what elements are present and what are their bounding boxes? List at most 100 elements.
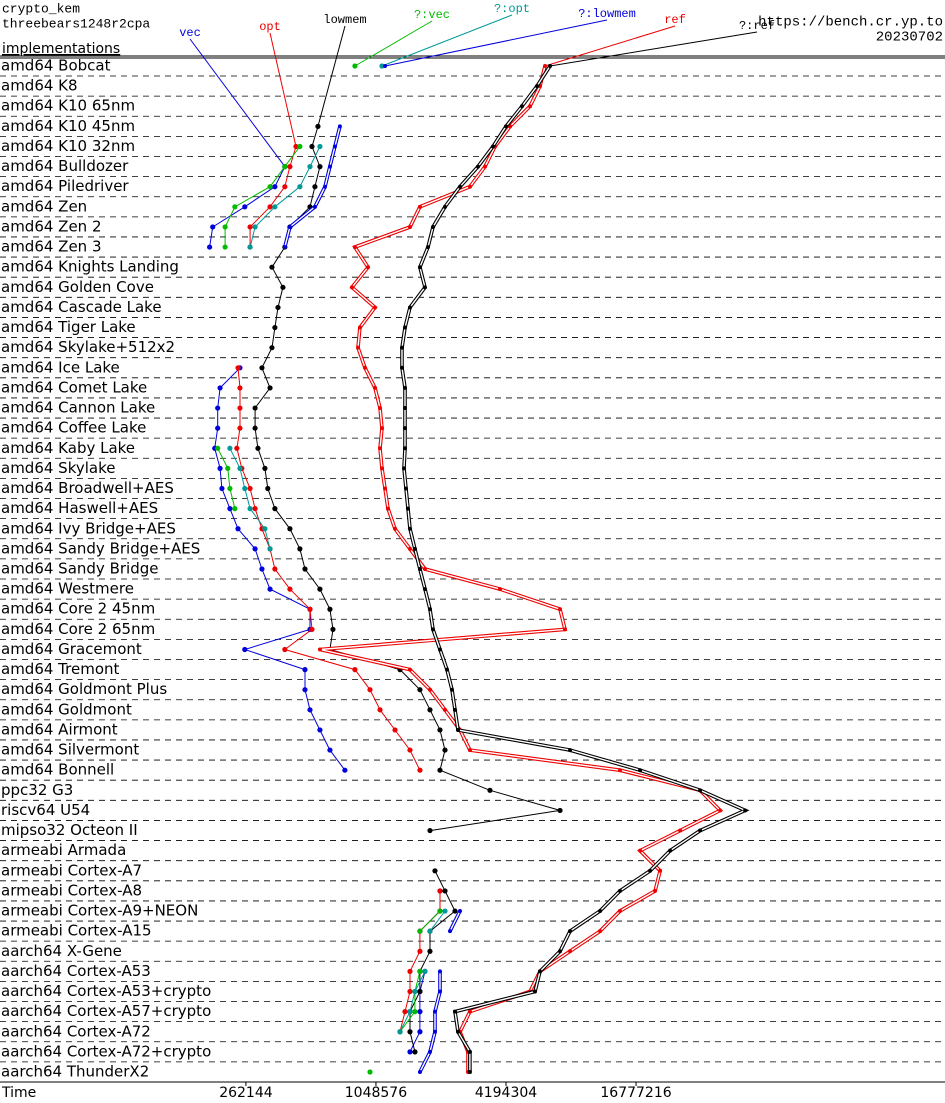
series-label: ?:vec — [414, 8, 450, 22]
data-point — [417, 948, 423, 954]
data-point — [242, 485, 248, 492]
data-point — [648, 868, 653, 873]
row-label: aarch64 Cortex-A53+crypto — [1, 982, 211, 1000]
data-point — [432, 1029, 437, 1034]
data-point — [379, 426, 384, 431]
data-point — [437, 888, 443, 894]
data-point — [222, 244, 228, 250]
data-point — [402, 406, 407, 411]
data-point — [207, 244, 213, 250]
row-label: amd64 Zen 2 — [1, 217, 102, 235]
data-point — [282, 184, 288, 190]
data-point — [452, 1009, 457, 1014]
row-label: armeabi Armada — [1, 841, 126, 859]
data-point — [282, 646, 288, 653]
data-point — [262, 465, 268, 471]
chart-subtitle: threebears1248r2cpa — [2, 16, 150, 31]
series-line — [409, 870, 456, 1053]
data-point — [302, 687, 308, 693]
data-point — [219, 485, 225, 492]
series-label: ref — [664, 13, 686, 27]
data-point — [617, 909, 622, 914]
data-point — [532, 989, 537, 994]
x-tick-label: 262144 — [219, 1085, 273, 1101]
data-point — [430, 224, 435, 229]
data-point — [557, 807, 563, 814]
data-point — [309, 143, 315, 150]
data-point — [417, 687, 423, 693]
data-point — [538, 969, 543, 974]
series-line-core — [449, 910, 461, 932]
series-line — [399, 971, 426, 1033]
row-label: armeabi Cortex-A9+NEON — [1, 902, 198, 920]
data-point — [442, 747, 448, 753]
data-point — [405, 506, 410, 511]
data-point — [357, 325, 362, 330]
data-point — [327, 164, 332, 169]
data-point — [242, 204, 248, 210]
data-point — [425, 245, 430, 250]
data-point — [456, 1029, 461, 1034]
data-point — [282, 164, 288, 170]
data-point — [467, 184, 472, 189]
data-point — [312, 184, 318, 190]
data-point — [255, 445, 261, 451]
label-leader — [269, 32, 297, 147]
data-point — [417, 204, 422, 209]
data-point — [307, 606, 313, 612]
data-point — [367, 687, 373, 693]
row-label: amd64 Bobcat — [1, 57, 111, 75]
data-point — [698, 828, 703, 833]
data-point — [363, 365, 368, 370]
data-point — [302, 667, 308, 673]
data-point — [367, 1069, 373, 1075]
row-label: amd64 K10 32nm — [1, 137, 135, 155]
data-point — [287, 526, 293, 532]
data-point — [638, 768, 643, 773]
data-point — [272, 184, 278, 190]
data-point — [215, 445, 221, 451]
data-point — [327, 747, 333, 753]
row-label: amd64 Airmont — [1, 720, 118, 738]
row-label: armeabi Cortex-A15 — [1, 922, 152, 940]
label-leader — [354, 20, 433, 67]
data-point — [217, 385, 223, 391]
data-point — [252, 546, 258, 552]
data-point — [297, 546, 303, 552]
data-point — [265, 485, 271, 492]
data-point — [449, 687, 454, 692]
data-point — [417, 265, 422, 270]
row-label: amd64 Knights Landing — [1, 258, 179, 276]
data-point — [407, 305, 412, 310]
row-label: aarch64 Cortex-A72+crypto — [1, 1042, 211, 1060]
data-point — [269, 345, 275, 351]
data-point — [417, 1070, 422, 1074]
data-point — [272, 204, 278, 210]
data-point — [412, 988, 418, 995]
date: 20230702 — [876, 30, 943, 46]
data-point — [698, 788, 703, 793]
series-label: lowmem — [323, 13, 366, 27]
data-point — [658, 868, 663, 873]
data-point — [442, 707, 447, 712]
chart-title: crypto_kem — [2, 1, 80, 16]
data-point — [225, 465, 231, 471]
x-tick-label: 1048576 — [345, 1085, 407, 1101]
data-point — [487, 787, 493, 793]
row-label: amd64 K10 45nm — [1, 117, 135, 135]
heading: implementations — [2, 41, 120, 57]
data-point — [422, 968, 428, 975]
data-point — [227, 506, 233, 512]
data-point — [402, 325, 407, 330]
data-point — [497, 587, 502, 592]
data-point — [432, 1009, 437, 1014]
row-label: amd64 Ice Lake — [1, 358, 120, 376]
data-point — [399, 365, 404, 370]
row-label: amd64 Bonnell — [1, 761, 114, 779]
row-label: amd64 Coffee Lake — [1, 419, 146, 437]
data-point — [269, 264, 275, 270]
data-point — [407, 747, 413, 753]
row-label: amd64 Sandy Bridge — [1, 560, 158, 578]
data-point — [317, 727, 323, 733]
row-label: amd64 Haswell+AES — [1, 499, 158, 517]
